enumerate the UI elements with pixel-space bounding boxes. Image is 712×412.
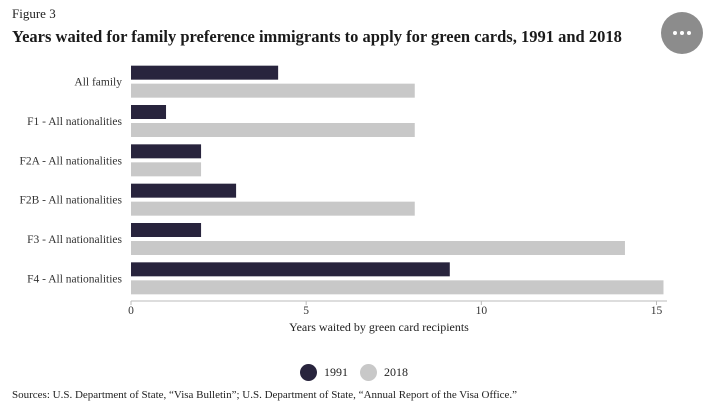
category-label: F1 - All nationalities: [27, 116, 122, 128]
more-horizontal-icon: [673, 31, 691, 35]
legend: 1991 2018: [300, 364, 420, 381]
sources-note: Sources: U.S. Department of State, “Visa…: [12, 389, 518, 401]
bar-1991: [131, 144, 202, 159]
bar-1991: [131, 105, 167, 119]
category-label: F2A - All nationalities: [19, 155, 122, 167]
x-tick-label: 10: [476, 305, 488, 317]
category-label: F4 - All nationalities: [27, 273, 122, 285]
legend-label-2018: 2018: [384, 365, 408, 379]
legend-swatch-2018: [360, 364, 377, 381]
bar-1991: [131, 223, 202, 237]
x-tick-label: 15: [651, 305, 663, 317]
bar-2018: [131, 83, 415, 98]
bar-1991: [131, 65, 279, 80]
bar-2018: [131, 162, 202, 177]
bar-chart: All family F1 - All nationalities F2A - Al…: [19, 65, 667, 334]
legend-swatch-1991: [300, 364, 317, 381]
category-label: F3 - All nationalities: [27, 234, 122, 246]
x-tick-label: 0: [128, 305, 134, 317]
category-label: All family: [74, 77, 122, 89]
category-label: F2B - All nationalities: [19, 195, 122, 207]
x-tick-label: 5: [303, 305, 309, 317]
bar-1991: [131, 262, 450, 277]
x-axis-title: Years waited by green card recipients: [289, 320, 469, 334]
bar-1991: [131, 183, 237, 198]
legend-label-1991: 1991: [324, 365, 348, 379]
more-options-button[interactable]: [661, 12, 703, 54]
chart-title: Years waited for family preference immig…: [12, 27, 622, 46]
bar-2018: [131, 280, 664, 295]
bar-2018: [131, 201, 415, 216]
legend-item-2018[interactable]: 2018: [360, 364, 408, 381]
bar-2018: [131, 241, 625, 255]
legend-item-1991[interactable]: 1991: [300, 364, 348, 381]
figure-label: Figure 3: [12, 6, 56, 21]
bar-2018: [131, 123, 415, 137]
